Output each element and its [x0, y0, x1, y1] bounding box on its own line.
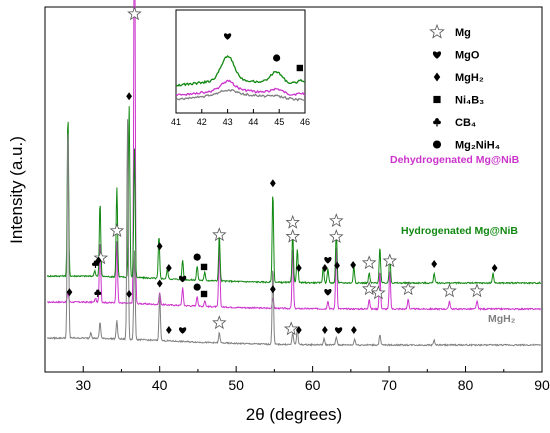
legend-label: Mg [455, 27, 471, 39]
marker-star [361, 281, 377, 296]
marker-circle [193, 283, 201, 291]
series-label-mgh2: MgH₂ [488, 313, 516, 325]
marker-diamond [334, 261, 340, 270]
marker-diamond [126, 92, 132, 101]
marker-circle [273, 54, 281, 62]
marker-heart [432, 51, 442, 59]
series-label-dehydrogenated: Dehydrogenated Mg@NiB [390, 154, 520, 166]
inset-series-line [175, 89, 306, 102]
inset-x-axis: 41 42 43 44 45 46 [171, 109, 310, 127]
marker-star [442, 283, 457, 298]
marker-star [212, 315, 227, 330]
main-markers [66, 6, 498, 336]
legend: Mg MgO MgH₂ Ni₄B₃ CB₄ Mg₂NiH₄ [429, 23, 500, 152]
x-tick-label: 70 [381, 377, 397, 393]
marker-diamond [165, 326, 172, 334]
series-line [47, 0, 542, 311]
marker-diamond [321, 264, 328, 272]
y-axis-label: Intensity (a.u.) [7, 136, 26, 244]
marker-diamond [295, 264, 302, 272]
marker-diamond [491, 264, 498, 272]
x-tick-label: 30 [75, 377, 91, 393]
marker-square [200, 263, 208, 271]
marker-diamond [351, 326, 357, 334]
marker-star [469, 283, 485, 298]
series-line [46, 106, 542, 285]
marker-star [361, 255, 377, 270]
inset-tick-label: 43 [223, 117, 233, 127]
x-axis-label: 2θ (degrees) [246, 405, 342, 424]
legend-label: CB₄ [455, 117, 476, 129]
marker-diamond [156, 279, 163, 288]
series-label-hydrogenated: Hydrogenated Mg@NiB [401, 225, 518, 237]
inset-markers [223, 33, 304, 72]
marker-star [371, 285, 386, 300]
legend-label: Ni₄B₃ [455, 95, 484, 107]
marker-star [400, 281, 416, 296]
marker-star [283, 321, 299, 336]
x-tick-label: 50 [228, 377, 244, 393]
main-traces [46, 0, 542, 348]
inset-traces [175, 54, 306, 102]
plot-frame [44, 6, 543, 373]
marker-diamond [66, 288, 73, 297]
marker-diamond [165, 264, 172, 272]
marker-star [285, 214, 300, 229]
marker-heart [223, 33, 232, 40]
marker-star [382, 253, 398, 268]
marker-diamond [126, 290, 132, 298]
marker-heart [179, 275, 187, 283]
marker-heart [324, 256, 332, 264]
inset-series-line [175, 79, 306, 97]
x-tick-label: 60 [305, 377, 321, 393]
marker-heart [334, 327, 343, 334]
marker-diamond [433, 72, 441, 82]
legend-label: MgO [455, 50, 480, 62]
marker-star [285, 228, 300, 243]
inset-tick-label: 46 [300, 117, 310, 127]
x-tick-label: 80 [458, 377, 474, 393]
marker-circle [432, 140, 442, 149]
marker-star [429, 23, 445, 39]
x-axis: 30 40 50 60 70 80 90 [44, 366, 550, 393]
marker-star [127, 6, 142, 21]
legend-label: Mg₂NiH₄ [455, 140, 500, 152]
inset-series-line [175, 54, 306, 87]
marker-circle [193, 253, 201, 261]
inset-zoom-plot: 41 42 43 44 45 46 [171, 9, 310, 127]
inset-tick-label: 45 [274, 117, 284, 127]
marker-square [296, 64, 304, 72]
x-tick-label: 90 [534, 377, 550, 393]
marker-diamond [321, 326, 328, 334]
marker-club [433, 118, 441, 127]
marker-star [109, 223, 125, 238]
inset-tick-label: 42 [197, 117, 207, 127]
marker-diamond [95, 256, 102, 265]
marker-diamond [431, 259, 438, 268]
marker-diamond [295, 326, 302, 334]
x-tick-label: 40 [152, 377, 168, 393]
marker-diamond [156, 242, 163, 251]
marker-heart [179, 327, 187, 334]
marker-diamond [269, 179, 276, 188]
marker-square [200, 290, 208, 298]
marker-star [212, 227, 227, 242]
marker-star [329, 213, 344, 228]
inset-tick-label: 44 [248, 117, 258, 127]
marker-star [329, 229, 344, 244]
marker-diamond [350, 261, 357, 270]
marker-square [433, 95, 441, 104]
legend-label: MgH₂ [455, 72, 484, 84]
inset-tick-label: 41 [171, 117, 181, 127]
marker-club [94, 289, 102, 297]
marker-diamond [269, 285, 276, 294]
series-line [46, 119, 541, 348]
marker-heart [324, 288, 332, 296]
